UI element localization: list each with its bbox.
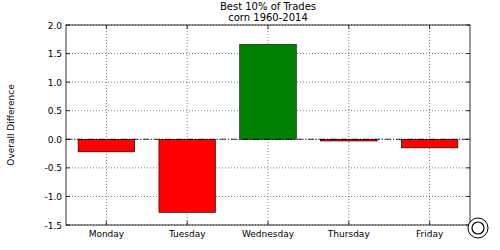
x-tick-label: Thursday xyxy=(327,229,371,239)
bar xyxy=(240,44,297,139)
tick xyxy=(466,53,470,54)
x-tick-label: Wednesday xyxy=(242,229,295,239)
chart: -1.5 -1.0 -0.5 0.0 0.5 1.0 1.5 2.0 Monday Tuesday… xyxy=(0,0,500,250)
tick xyxy=(106,221,107,225)
tick xyxy=(187,25,188,29)
bar xyxy=(401,139,458,148)
tick xyxy=(466,196,470,197)
tick xyxy=(466,167,470,168)
x-tick-label: Friday xyxy=(416,229,444,239)
grid-line xyxy=(66,167,470,168)
plot-bg xyxy=(66,25,470,225)
grid-line xyxy=(429,25,430,225)
zero-line xyxy=(66,139,470,140)
y-axis-label: Overall Difference xyxy=(6,84,16,166)
tick xyxy=(268,25,269,29)
bars xyxy=(66,44,470,212)
tick xyxy=(348,221,349,225)
y-tick-label: -1.0 xyxy=(44,192,62,202)
y-tick-label: 2.0 xyxy=(48,21,63,31)
grid-line xyxy=(106,25,107,225)
tick xyxy=(268,221,269,225)
logo xyxy=(472,222,484,234)
tick xyxy=(66,53,70,54)
y-tick-label: -0.5 xyxy=(44,163,62,173)
bar xyxy=(159,139,216,212)
tick xyxy=(429,25,430,29)
tick xyxy=(466,82,470,83)
x-tick-label: Tuesday xyxy=(168,229,206,239)
tick xyxy=(66,82,70,83)
grid-line xyxy=(66,139,470,140)
y-tick-label: 0.5 xyxy=(48,106,62,116)
y-tick-label: 1.5 xyxy=(48,49,62,59)
tick xyxy=(429,221,430,225)
tick xyxy=(66,196,70,197)
tick xyxy=(187,221,188,225)
title: Best 10% of Trades xyxy=(220,1,316,12)
grid-line xyxy=(348,25,349,225)
tick xyxy=(466,110,470,111)
tick xyxy=(66,167,70,168)
tick xyxy=(348,25,349,29)
x-tick-label: Monday xyxy=(89,229,125,239)
y-tick-label: 0.0 xyxy=(48,135,63,145)
subtitle: corn 1960-2014 xyxy=(228,12,308,23)
logo xyxy=(468,218,488,238)
tick xyxy=(106,25,107,29)
y-tick-label: 1.0 xyxy=(48,78,63,88)
bar xyxy=(78,139,135,152)
frame xyxy=(66,25,470,225)
y-tick-label: -1.5 xyxy=(44,221,62,231)
tick xyxy=(66,110,70,111)
